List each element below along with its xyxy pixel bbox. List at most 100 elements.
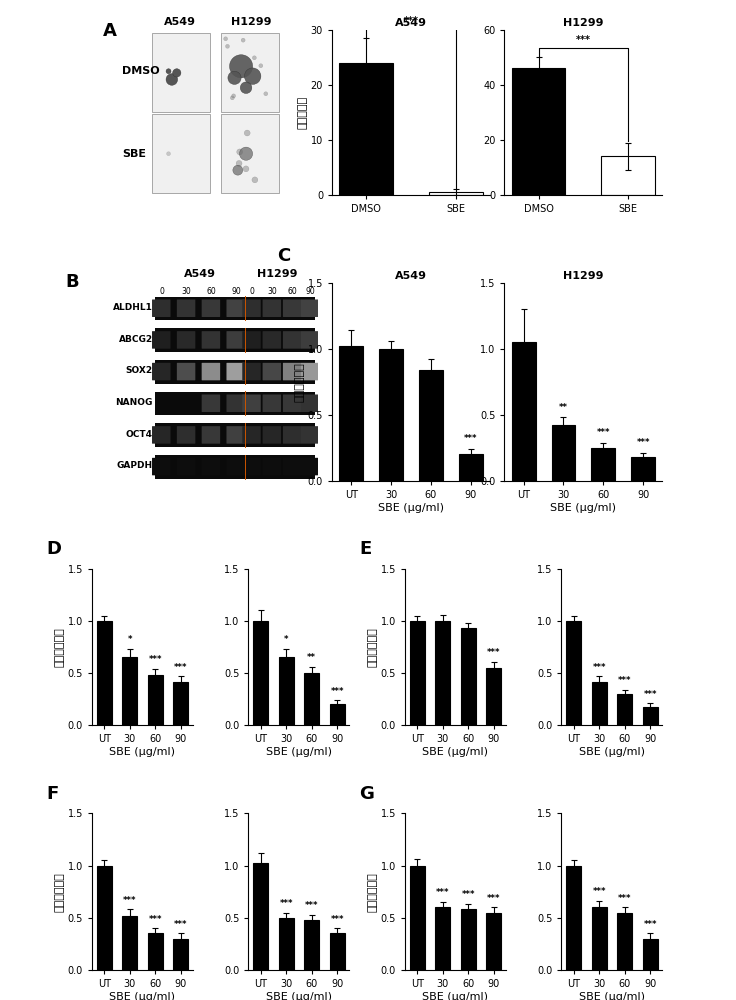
Text: ***: *** (618, 676, 631, 685)
Text: **: ** (559, 403, 568, 412)
Text: ***: *** (461, 890, 475, 899)
Text: NANOG: NANOG (116, 398, 153, 407)
Text: ***: *** (637, 438, 650, 447)
Bar (278, 657, 294, 725)
Text: 60: 60 (288, 287, 297, 296)
FancyBboxPatch shape (301, 426, 319, 444)
Bar (409, 866, 425, 970)
Text: ***: *** (403, 16, 419, 26)
Circle shape (244, 68, 261, 84)
Circle shape (228, 71, 241, 84)
FancyBboxPatch shape (263, 331, 281, 349)
Circle shape (232, 94, 236, 98)
FancyBboxPatch shape (177, 458, 195, 475)
Text: SOX2: SOX2 (126, 366, 153, 375)
Text: ***: *** (643, 920, 657, 929)
Y-axis label: 干细胞球数: 干细胞球数 (298, 96, 308, 129)
FancyBboxPatch shape (283, 394, 301, 412)
Bar (512, 342, 536, 481)
Y-axis label: 相对表达水平: 相对表达水平 (368, 627, 378, 667)
Text: H1299: H1299 (257, 269, 297, 279)
Text: H1299: H1299 (231, 17, 272, 27)
Bar (173, 682, 188, 725)
Bar (643, 707, 658, 725)
FancyBboxPatch shape (263, 299, 281, 317)
Bar (222, 114, 279, 193)
Circle shape (240, 82, 252, 94)
FancyBboxPatch shape (227, 426, 245, 444)
X-axis label: SBE (μg/ml): SBE (μg/ml) (551, 503, 617, 513)
Text: ***: *** (149, 655, 162, 664)
Bar (461, 628, 476, 725)
X-axis label: SBE (μg/ml): SBE (μg/ml) (110, 747, 175, 757)
Circle shape (166, 69, 171, 74)
Bar (222, 33, 279, 112)
Bar (173, 939, 188, 970)
Circle shape (263, 92, 268, 96)
Bar (512, 68, 565, 195)
Text: 30: 30 (182, 287, 191, 296)
FancyBboxPatch shape (227, 394, 245, 412)
Circle shape (166, 74, 177, 85)
Text: ALDHL1: ALDHL1 (113, 303, 153, 312)
FancyBboxPatch shape (177, 363, 195, 380)
FancyBboxPatch shape (202, 458, 220, 475)
Bar (152, 114, 210, 193)
FancyBboxPatch shape (283, 363, 301, 380)
FancyBboxPatch shape (202, 394, 220, 412)
Bar (304, 920, 319, 970)
Text: ***: *** (618, 894, 631, 903)
X-axis label: SBE (μg/ml): SBE (μg/ml) (266, 992, 332, 1000)
Bar (551, 425, 576, 481)
Text: A: A (102, 22, 116, 40)
Text: ***: *** (592, 663, 606, 672)
Title: H1299: H1299 (563, 271, 604, 281)
Bar (122, 916, 138, 970)
Bar (330, 704, 345, 725)
Bar (148, 675, 163, 725)
Circle shape (252, 177, 258, 183)
Text: F: F (46, 785, 59, 803)
Text: ***: *** (123, 896, 136, 905)
Bar (96, 866, 112, 970)
FancyBboxPatch shape (242, 331, 261, 349)
FancyBboxPatch shape (242, 363, 261, 380)
Bar (459, 454, 483, 481)
Bar (152, 33, 210, 112)
FancyBboxPatch shape (152, 458, 171, 475)
Y-axis label: 相对表达水平: 相对表达水平 (295, 362, 305, 402)
Bar (592, 682, 606, 725)
Bar (155, 360, 316, 384)
FancyBboxPatch shape (301, 363, 319, 380)
FancyBboxPatch shape (283, 299, 301, 317)
Circle shape (241, 38, 245, 42)
Bar (601, 156, 655, 195)
Text: ***: *** (330, 915, 344, 924)
Bar (155, 328, 316, 352)
Text: GAPDH: GAPDH (117, 461, 153, 470)
Bar (304, 673, 319, 725)
Circle shape (166, 152, 171, 156)
Text: *: * (284, 635, 289, 644)
FancyBboxPatch shape (152, 426, 171, 444)
Bar (155, 392, 316, 415)
Text: *: * (127, 635, 132, 644)
Text: A549: A549 (164, 17, 196, 27)
FancyBboxPatch shape (283, 331, 301, 349)
Text: B: B (65, 273, 79, 291)
FancyBboxPatch shape (263, 394, 281, 412)
X-axis label: SBE (μg/ml): SBE (μg/ml) (422, 992, 489, 1000)
X-axis label: SBE (μg/ml): SBE (μg/ml) (579, 992, 645, 1000)
FancyBboxPatch shape (283, 426, 301, 444)
Y-axis label: 相对表达水平: 相对表达水平 (54, 872, 65, 912)
Bar (155, 423, 316, 447)
Text: E: E (359, 540, 372, 558)
X-axis label: SBE (μg/ml): SBE (μg/ml) (579, 747, 645, 757)
FancyBboxPatch shape (152, 363, 171, 380)
FancyBboxPatch shape (227, 299, 245, 317)
FancyBboxPatch shape (202, 299, 220, 317)
FancyBboxPatch shape (301, 458, 319, 475)
FancyBboxPatch shape (202, 426, 220, 444)
Circle shape (236, 160, 242, 166)
Circle shape (259, 64, 263, 68)
